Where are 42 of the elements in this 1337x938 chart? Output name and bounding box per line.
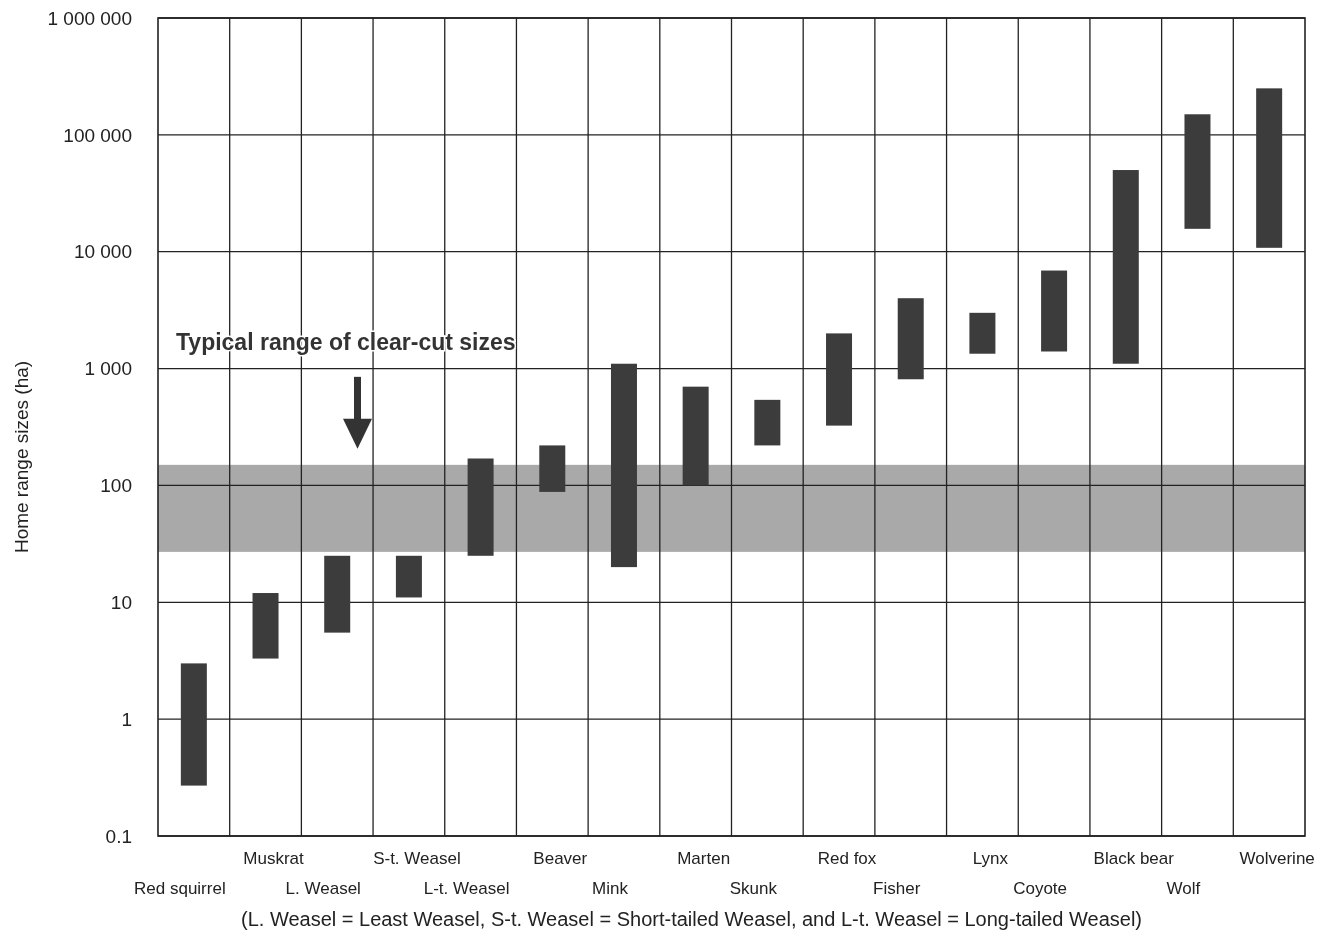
bar	[754, 399, 781, 446]
x-tick-label: L. Weasel	[285, 879, 361, 898]
y-tick-label: 100 000	[63, 124, 132, 146]
text: (L. Weasel = Least Weasel, S-t. Weasel = Short-tailed Weasel, and L-t. Weasel = Long-tailed Weasel)	[240, 908, 1143, 930]
x-tick-label: Red squirrel	[134, 879, 226, 898]
x-tick-label: Lynx	[972, 849, 1009, 868]
y-axis-title: Home range sizes (ha)	[11, 360, 32, 554]
y-tick-label: 1	[121, 708, 132, 730]
x-tick-label: Marten	[677, 849, 731, 868]
x-tick-label: Beaver	[533, 849, 588, 868]
bar	[897, 298, 924, 380]
bar	[1256, 88, 1283, 248]
x-tick-label: Skunk	[729, 879, 778, 898]
y-tick-label: 10	[110, 591, 132, 613]
y-tick-label: 1 000 000	[47, 7, 132, 29]
x-tick-label: S-t. Weasel	[373, 849, 461, 868]
bar	[252, 593, 279, 659]
bar	[969, 312, 996, 354]
bar	[324, 555, 351, 633]
bar	[1184, 114, 1211, 229]
x-tick-label: Mink	[592, 879, 629, 898]
bar	[610, 363, 637, 568]
bar	[1112, 170, 1139, 364]
x-tick-label: Muskrat	[243, 849, 305, 868]
x-tick-label: Black bear	[1093, 849, 1175, 868]
x-tick-label: L-t. Weasel	[423, 879, 510, 898]
bar	[1041, 270, 1068, 352]
bar	[682, 386, 709, 486]
bar	[467, 458, 494, 556]
x-tick-label: Fisher	[873, 879, 921, 898]
x-tick-label: Red fox	[817, 849, 877, 868]
bar	[180, 663, 207, 786]
x-tick-label: Wolf	[1166, 879, 1201, 898]
y-tick-label: 0.1	[105, 825, 132, 847]
y-tick-label: 100	[100, 475, 132, 497]
x-tick-label: Wolverine	[1239, 849, 1315, 868]
x-tick-label: Coyote	[1013, 879, 1068, 898]
bar	[539, 445, 566, 492]
y-tick-label: 10 000	[73, 241, 132, 263]
y-tick-label: 1 000	[84, 358, 132, 380]
bar	[395, 555, 422, 598]
bar	[826, 333, 853, 426]
